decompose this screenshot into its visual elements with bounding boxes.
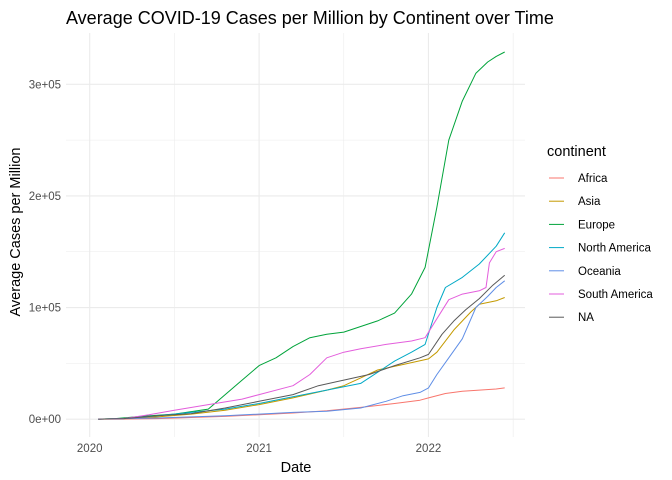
series-line-north-america <box>98 232 506 420</box>
series-lines <box>98 51 506 420</box>
series-line-europe <box>98 51 505 420</box>
legend-title: continent <box>547 144 606 160</box>
legend-label: Africa <box>578 173 608 185</box>
x-tick-label: 2021 <box>246 443 272 455</box>
legend-label: South America <box>578 289 653 301</box>
legend-label: North America <box>578 243 651 255</box>
legend: continent Africa Asia Europe North America O… <box>547 144 653 324</box>
legend-label: NA <box>578 312 594 324</box>
legend-label: Europe <box>578 219 615 231</box>
grid <box>66 33 525 437</box>
series-line-africa <box>98 387 505 420</box>
tick-labels: 0e+00 1e+05 2e+05 3e+05 2020 2021 2022 <box>29 79 442 455</box>
y-tick-label: 3e+05 <box>29 79 61 91</box>
y-tick-label: 1e+05 <box>29 303 61 315</box>
y-tick-label: 2e+05 <box>29 191 61 203</box>
x-tick-label: 2020 <box>77 443 103 455</box>
series-line-asia <box>98 297 505 420</box>
series-line-south-america <box>98 247 505 420</box>
legend-label: Oceania <box>578 266 621 278</box>
legend-label: Asia <box>578 196 601 208</box>
y-axis-title: Average Cases per Million <box>8 148 24 317</box>
series-line-na <box>98 274 506 420</box>
x-tick-label: 2022 <box>416 443 442 455</box>
chart-title: Average COVID-19 Cases per Million by Co… <box>66 8 554 28</box>
y-tick-label: 0e+00 <box>29 414 61 426</box>
x-axis-title: Date <box>281 460 312 476</box>
series-line-oceania <box>98 280 506 420</box>
